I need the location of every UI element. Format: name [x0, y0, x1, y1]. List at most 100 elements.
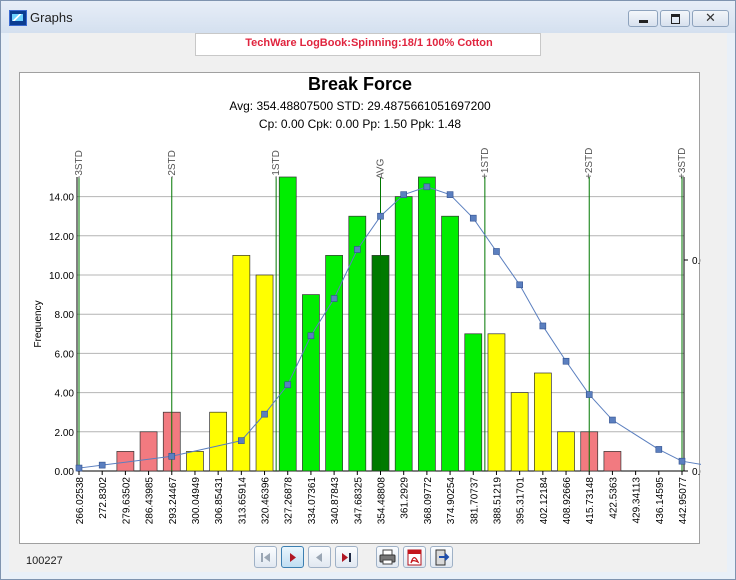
- histogram-bar: [278, 176, 297, 472]
- histogram-bar: [603, 451, 622, 472]
- histogram-bar: [209, 411, 228, 472]
- close-button[interactable]: ✕: [692, 10, 729, 27]
- x-tick-label: 272.8302: [98, 477, 109, 519]
- histogram-bar: [533, 372, 552, 472]
- x-tick-label: 354.48808: [377, 477, 388, 525]
- x-tick-label: 300.04949: [191, 477, 202, 525]
- x-tick-label: 327.26878: [284, 477, 295, 525]
- exit-button[interactable]: [430, 546, 453, 568]
- x-tick-label: 286.43985: [145, 477, 156, 525]
- std-line-label: -2STD: [167, 150, 178, 179]
- histogram-bar: [348, 215, 367, 472]
- histogram-bar: [557, 431, 575, 472]
- normal-curve-point: [400, 191, 407, 198]
- histogram-bar: [302, 294, 320, 472]
- x-tick-label: 279.63502: [121, 477, 132, 525]
- export-pdf-button[interactable]: [403, 546, 426, 568]
- print-button[interactable]: [376, 546, 399, 568]
- normal-curve-point: [655, 446, 663, 453]
- histogram-bar: [394, 196, 413, 472]
- y-tick-label: 4.00: [55, 389, 75, 400]
- skip-first-icon: [261, 553, 270, 562]
- window-title: Graphs: [30, 10, 73, 25]
- title-bar[interactable]: Graphs ✕: [1, 1, 735, 33]
- normal-curve-point: [516, 281, 523, 289]
- x-tick-label: 388.51219: [492, 477, 503, 525]
- chart-title: Break Force: [308, 74, 412, 94]
- x-tick-label: 442.95077: [678, 477, 689, 525]
- std-line-label: +1STD: [480, 148, 491, 179]
- std-line-label: -3STD: [74, 150, 85, 179]
- x-tick-label: 374.90254: [446, 477, 457, 525]
- y-axis-title: Frequency: [33, 300, 44, 347]
- normal-curve-point: [261, 410, 268, 418]
- histogram-bar: [464, 333, 483, 472]
- normal-curve-point: [330, 295, 338, 302]
- normal-curve-point: [423, 183, 431, 191]
- normal-curve-point: [493, 248, 500, 255]
- normal-curve-point: [446, 191, 454, 198]
- x-tick-label: 313.65914: [237, 477, 248, 525]
- x-tick-label: 381.70737: [469, 477, 480, 525]
- histogram-bar: [139, 431, 158, 472]
- pdf-icon: [407, 549, 422, 566]
- x-tick-label: 402.12184: [539, 477, 550, 525]
- y-tick-label: 0.00: [55, 467, 75, 478]
- normal-curve-point: [98, 461, 106, 469]
- std-line-label: +3STD: [677, 148, 688, 179]
- normal-curve-point: [539, 322, 547, 330]
- normal-curve-point: [168, 452, 176, 460]
- previous-button[interactable]: [308, 546, 331, 568]
- normal-curve-point: [562, 357, 570, 365]
- y-tick-label: 14.00: [49, 193, 74, 204]
- histogram-bar: [186, 451, 204, 472]
- y-tick-label: 2.00: [55, 428, 75, 439]
- x-tick-label: 266.02538: [75, 477, 86, 525]
- x-tick-label: 395.31701: [516, 477, 527, 525]
- std-line-label: +2STD: [584, 148, 595, 179]
- normal-curve-point: [238, 437, 245, 444]
- normal-curve-point: [678, 457, 686, 465]
- triangle-left-icon: [316, 553, 322, 562]
- histogram-bar: [255, 274, 274, 472]
- histogram-bar: [510, 392, 529, 472]
- minimize-button[interactable]: [628, 10, 658, 27]
- y-tick-label: 10.00: [49, 271, 74, 282]
- app-icon: [9, 10, 27, 26]
- maximize-button[interactable]: [660, 10, 690, 27]
- histogram-bar: [441, 215, 459, 472]
- std-line-label: -1STD: [271, 150, 282, 179]
- printer-icon: [379, 549, 396, 565]
- client-area: TechWare LogBook:Spinning:18/1 100% Cott…: [9, 33, 727, 572]
- report-header-text: TechWare LogBook:Spinning:18/1 100% Cott…: [245, 37, 493, 49]
- x-tick-label: 368.09772: [423, 477, 434, 525]
- right-axis-tick-label: 0.00: [692, 467, 701, 478]
- std-line-label: AVG: [376, 158, 387, 179]
- histogram-chart: Break Force Avg: 354.48807500 STD: 29.487…: [33, 74, 701, 525]
- normal-curve-point: [354, 246, 361, 253]
- normal-curve-point: [377, 212, 384, 220]
- x-tick-label: 334.07361: [307, 477, 318, 525]
- x-tick-label: 306.85431: [214, 477, 225, 525]
- x-tick-label: 429.34113: [632, 477, 643, 524]
- y-tick-label: 8.00: [55, 310, 75, 321]
- normal-curve-point: [75, 464, 83, 472]
- chart-panel: Break Force Avg: 354.48807500 STD: 29.487…: [19, 72, 701, 544]
- y-tick-label: 6.00: [55, 349, 75, 360]
- next-button[interactable]: [281, 546, 304, 568]
- last-record-button[interactable]: [335, 546, 358, 568]
- first-record-button[interactable]: [254, 546, 277, 568]
- normal-curve-point: [307, 332, 315, 340]
- x-tick-label: 361.2929: [400, 477, 411, 519]
- y-tick-label: 12.00: [49, 232, 74, 243]
- histogram-bar: [487, 333, 506, 472]
- normal-curve-point: [609, 416, 616, 424]
- normal-curve-point: [284, 381, 292, 389]
- chart-stats-line-2: Cp: 0.00 Cpk: 0.00 Pp: 1.50 Ppk: 1.48: [259, 117, 461, 131]
- record-id: 100227: [26, 555, 63, 567]
- close-icon: ✕: [705, 10, 716, 25]
- chart-stats-line-1: Avg: 354.48807500 STD: 29.48756610516972…: [229, 99, 491, 113]
- normal-curve-point: [469, 214, 477, 222]
- histogram-bar: [325, 255, 343, 472]
